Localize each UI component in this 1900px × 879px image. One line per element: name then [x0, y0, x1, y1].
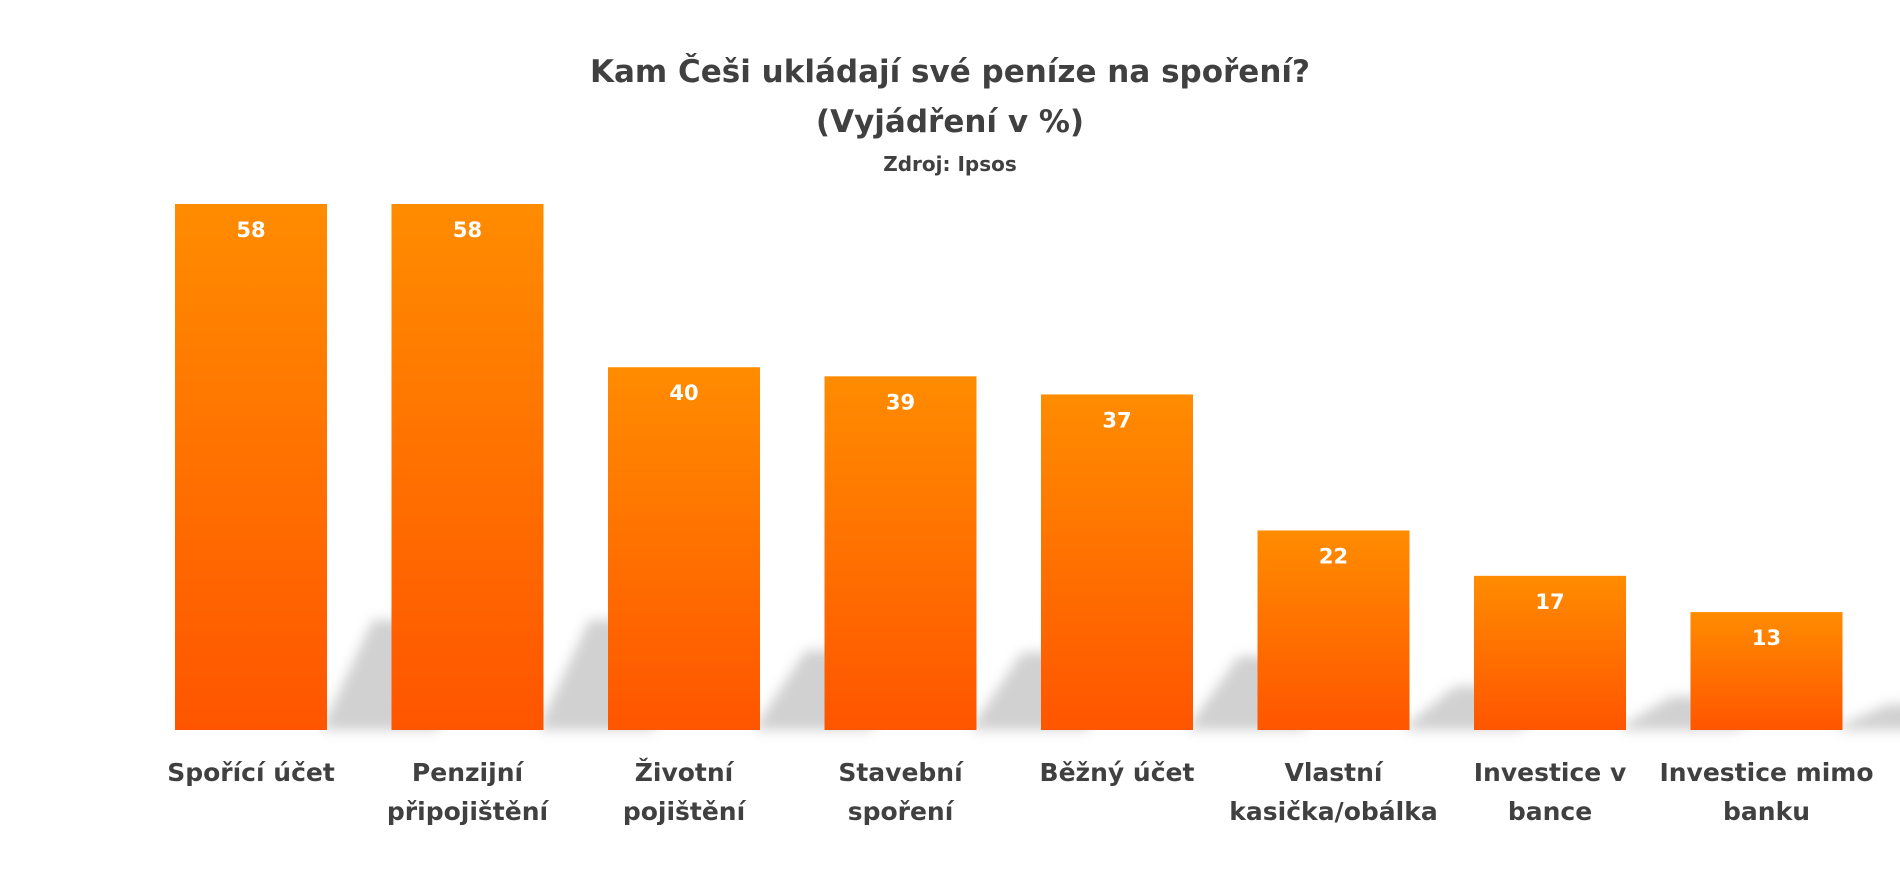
bar — [1257, 530, 1410, 730]
bar-value-label: 39 — [886, 390, 915, 414]
category-label-line: Vlastní — [1285, 758, 1384, 787]
category-label: Penzijní připojištění — [387, 758, 550, 826]
category-label: Vlastní kasička/obálka — [1229, 758, 1437, 826]
category-label: Stavební spoření — [838, 758, 964, 826]
category-label-line: Investice mimo — [1659, 758, 1873, 787]
chart-source: Zdroj: Ipsos — [883, 152, 1017, 176]
bar — [1041, 394, 1193, 730]
category-label-line: Životní — [635, 758, 735, 787]
chart-subtitle: (Vyjádření v %) — [815, 104, 1085, 140]
bar-value-label: 22 — [1319, 544, 1348, 568]
bar-value-label: 40 — [669, 381, 698, 405]
category-label: Běžný účet — [1040, 758, 1195, 787]
bar-value-label: 37 — [1102, 408, 1131, 432]
category-label-line: připojištění — [387, 797, 550, 826]
category-label-line: pojištění — [623, 797, 747, 826]
category-label-line: kasička/obálka — [1229, 797, 1437, 826]
category-labels-group: Spořící účet Penzijní připojištění Životní p… — [167, 758, 1873, 826]
bar — [608, 367, 760, 730]
bar-value-label: 13 — [1752, 626, 1781, 650]
category-label-line: bance — [1508, 797, 1592, 826]
bar — [824, 376, 977, 730]
category-label: Spořící účet — [167, 758, 335, 787]
category-label: Životní pojištění — [623, 758, 747, 826]
bar — [175, 204, 327, 730]
bar — [1690, 612, 1843, 730]
category-label-line: Investice v — [1474, 758, 1627, 787]
category-label-line: Běžný účet — [1040, 758, 1195, 787]
category-label-line: Spořící účet — [167, 758, 335, 787]
bar-shadow — [1838, 704, 1900, 730]
category-label: Investice mimo banku — [1659, 758, 1873, 826]
category-label: Investice v bance — [1474, 758, 1627, 826]
bar — [391, 204, 544, 730]
value-labels-group: 58 58 40 39 37 22 17 13 — [236, 218, 1781, 650]
category-label-line: Stavební — [838, 758, 964, 787]
bars-group — [175, 204, 1843, 730]
bar — [1474, 575, 1626, 730]
category-label-line: banku — [1723, 797, 1810, 826]
bar-value-label: 58 — [453, 218, 482, 242]
bar-value-label: 17 — [1535, 590, 1564, 614]
category-label-line: spoření — [848, 797, 955, 826]
category-label-line: Penzijní — [412, 758, 525, 787]
bar-value-label: 58 — [236, 218, 265, 242]
chart-title: Kam Češi ukládají své peníze na spoření? — [589, 54, 1311, 90]
